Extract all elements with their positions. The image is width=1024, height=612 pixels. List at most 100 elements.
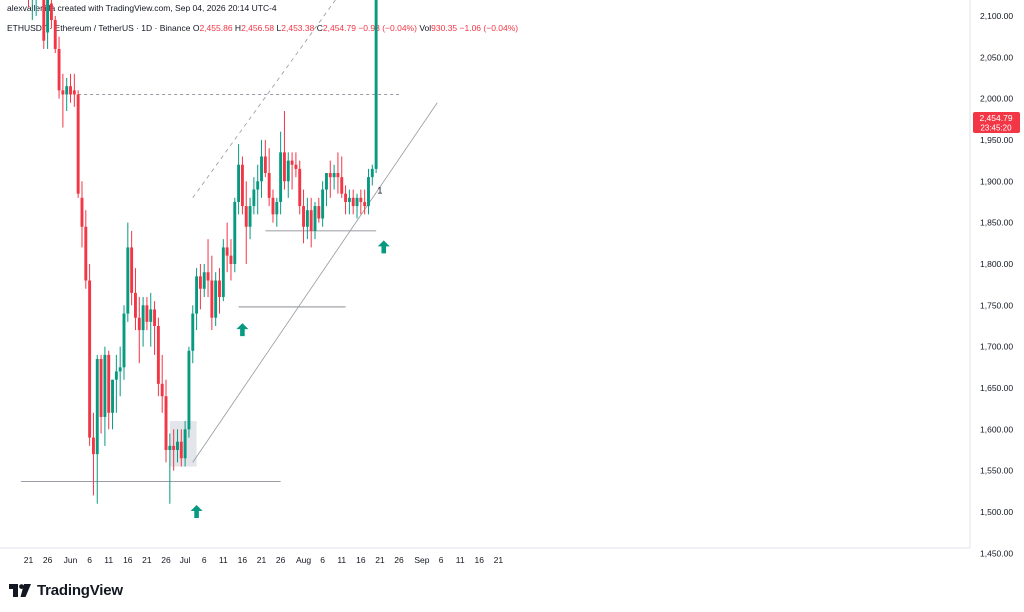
candle [275, 197, 279, 227]
candle-body [137, 317, 141, 331]
candle-body [130, 247, 134, 293]
candle-body [202, 272, 206, 289]
candle [202, 263, 206, 298]
candle-body [122, 313, 126, 368]
symbol-name[interactable]: ETHUSDT · Ethereum / TetherUS · 1D · Bin… [7, 23, 191, 33]
time-tick-label: 21 [494, 555, 504, 565]
time-tick-label: 26 [161, 555, 171, 565]
candle [260, 139, 263, 198]
time-tick-label: 11 [219, 555, 228, 565]
candle-body [240, 164, 244, 207]
time-tick-label: 6 [320, 555, 325, 565]
candle [263, 139, 267, 178]
candle [328, 160, 332, 198]
candle-body [218, 280, 221, 298]
candle [286, 152, 290, 198]
last-price-tag: 2,454.79 23:45:20 [973, 112, 1020, 133]
candle-body [279, 152, 283, 202]
candle-body [363, 201, 367, 207]
candle [240, 156, 244, 215]
candle [313, 201, 317, 240]
annotation-lines [20, 0, 438, 482]
candle-body [294, 164, 298, 169]
up-arrow-icon [377, 240, 390, 254]
candle-body [65, 86, 69, 95]
candle [137, 297, 141, 364]
brand-name: TradingView [37, 582, 123, 599]
candle [107, 350, 111, 430]
candle [340, 156, 344, 198]
candle-body [351, 197, 355, 207]
time-tick-label: 6 [439, 555, 444, 565]
trend-line [192, 102, 438, 463]
up-arrow-icon [190, 505, 203, 518]
candle-body [69, 86, 72, 95]
candle [302, 189, 305, 244]
time-axis: 21 26 Jun 6 11 16 21 26 Jul 6 11 16 21 26 Aug 6 11 16 21 26… [0, 547, 970, 565]
price-tick-label: 1,800.00 [980, 259, 1013, 269]
time-tick-label: 11 [456, 555, 465, 565]
candle-body [252, 189, 256, 207]
candle-body [99, 359, 103, 417]
candle [31, 0, 33, 21]
candle [336, 152, 340, 194]
time-tick-label: Sep [414, 555, 429, 565]
candles [28, 0, 378, 504]
price-tick-label: 1,750.00 [980, 300, 1013, 310]
candle-body [271, 197, 275, 215]
candle-body [42, 0, 46, 41]
low-label: L [276, 23, 282, 33]
candle [46, 0, 50, 49]
candle [65, 77, 69, 112]
price-tick-label: 2,000.00 [980, 94, 1013, 104]
time-tick-label: Jun [64, 555, 78, 565]
candle-body [317, 206, 321, 219]
candle-body [248, 206, 252, 227]
candle [325, 173, 328, 207]
candle-body [57, 48, 61, 91]
candle [195, 268, 199, 331]
symbol-ohlc-legend: ETHUSDT · Ethereum / TetherUS · 1D · Bin… [7, 23, 518, 33]
candle [114, 354, 118, 413]
candle [221, 239, 225, 302]
candle [134, 268, 137, 331]
candle-body [244, 206, 248, 227]
candle-body [172, 445, 176, 450]
candle [69, 73, 72, 103]
candle [145, 297, 149, 331]
candle [103, 346, 107, 446]
candle-body [111, 379, 114, 413]
tradingview-logo-icon [9, 584, 31, 597]
candle [248, 197, 252, 240]
candle [344, 185, 348, 215]
candle [298, 160, 302, 215]
candle [153, 301, 157, 355]
price-tick-label: 2,100.00 [980, 11, 1013, 21]
candle-body [103, 354, 107, 417]
candle [210, 255, 214, 331]
candle-body [210, 280, 214, 318]
candle [122, 305, 126, 380]
candle-body [305, 210, 309, 227]
candle [118, 346, 122, 397]
candle-body [91, 437, 95, 455]
candle [111, 379, 114, 430]
candle-body [61, 90, 65, 95]
candle-body [118, 367, 122, 372]
time-tick-label: 6 [202, 555, 207, 565]
candle [88, 263, 92, 446]
tradingview-logo[interactable]: TradingView [9, 582, 123, 599]
candle [218, 268, 221, 314]
candle-body [325, 173, 328, 190]
candle-body [370, 168, 374, 178]
candle [141, 297, 145, 347]
candle-body [141, 305, 145, 331]
low-value: 2,453.38 [281, 23, 315, 33]
open-label: O [192, 23, 200, 33]
candle-body [145, 305, 149, 322]
candle [172, 429, 176, 471]
time-tick-label: 26 [43, 555, 53, 565]
candle-body [88, 280, 92, 438]
time-tick-label: 21 [142, 555, 152, 565]
